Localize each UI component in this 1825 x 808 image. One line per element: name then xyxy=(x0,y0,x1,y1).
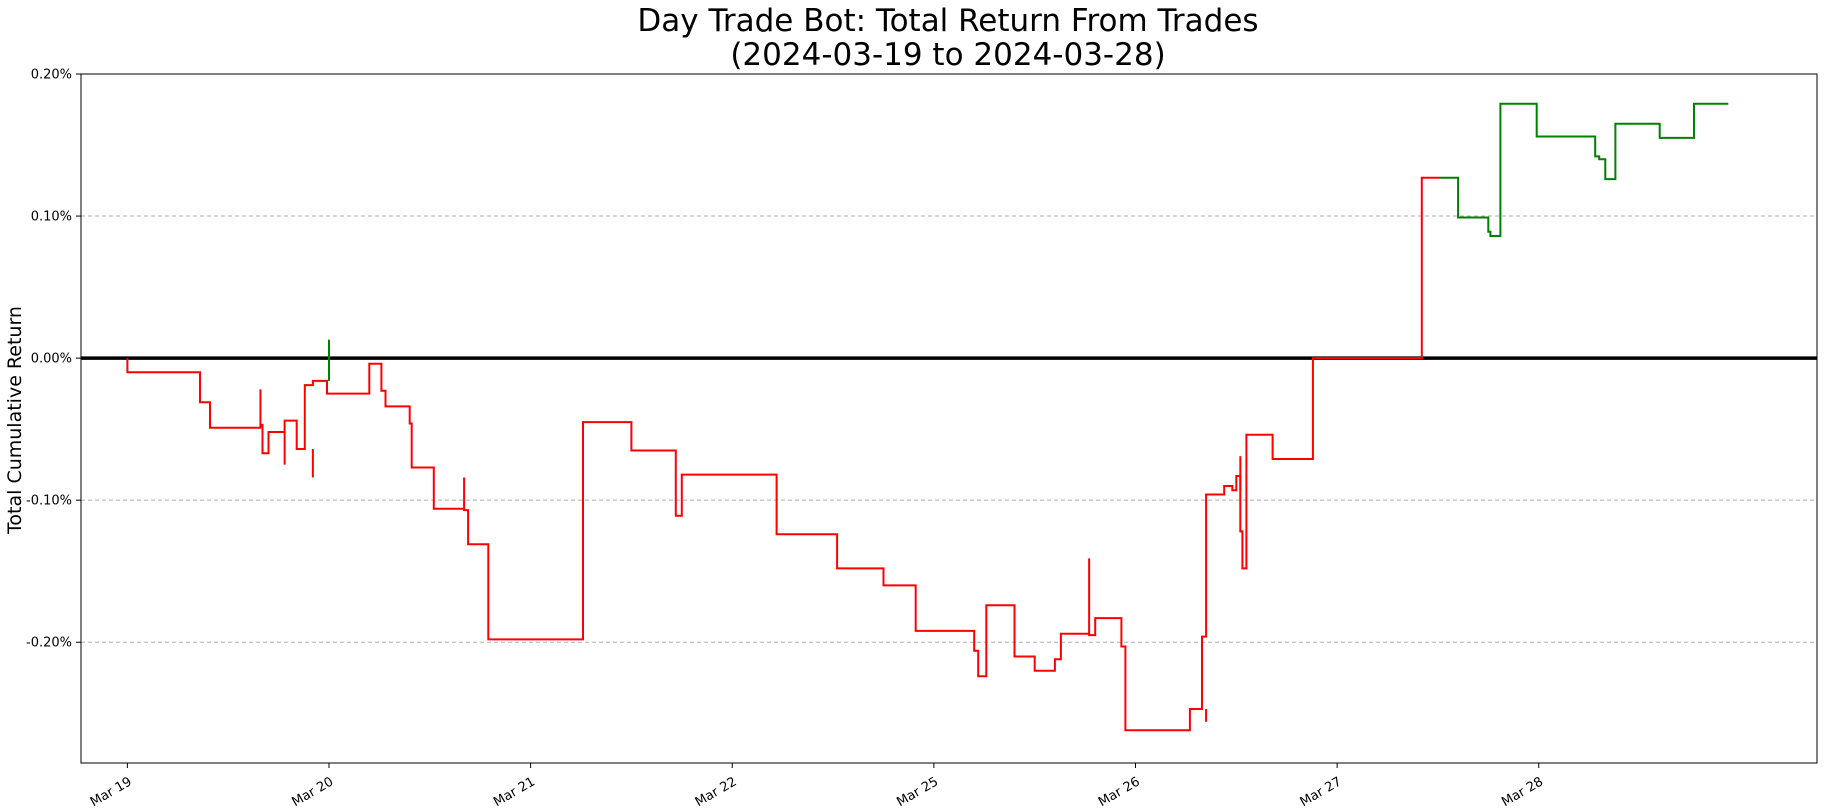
y-tick-label: 0.10% xyxy=(31,210,72,225)
x-tick-label: Mar 21 xyxy=(491,774,538,808)
y-tick-label: 0.00% xyxy=(31,352,72,367)
x-tick-label: Mar 28 xyxy=(1499,774,1546,808)
x-tick-label: Mar 27 xyxy=(1298,774,1345,808)
chart-title: Day Trade Bot: Total Return From Trades xyxy=(637,3,1258,39)
series-line xyxy=(1440,102,1729,237)
series-group xyxy=(126,102,1729,732)
x-ticks: Mar 19 Mar 20 Mar 21 Mar 22 Mar 25 Mar 26 Mar … xyxy=(88,763,1546,808)
plot-frame xyxy=(80,73,1818,764)
y-tick-label: -0.20% xyxy=(26,636,72,651)
series-line xyxy=(126,176,1440,732)
chart-subtitle: (2024-03-19 to 2024-03-28) xyxy=(730,37,1165,73)
y-axis-label: Total Cumulative Return xyxy=(4,306,26,535)
x-tick-label: Mar 25 xyxy=(894,774,941,808)
x-tick-label: Mar 26 xyxy=(1096,774,1143,808)
y-tick-label: -0.10% xyxy=(26,494,72,509)
x-tick-label: Mar 20 xyxy=(290,774,337,808)
x-tick-label: Mar 19 xyxy=(88,774,135,808)
y-ticks: 0.20% 0.10% 0.00% -0.10% -0.20% xyxy=(26,68,81,651)
x-tick-label: Mar 22 xyxy=(693,774,740,808)
y-tick-label: 0.20% xyxy=(31,68,72,83)
